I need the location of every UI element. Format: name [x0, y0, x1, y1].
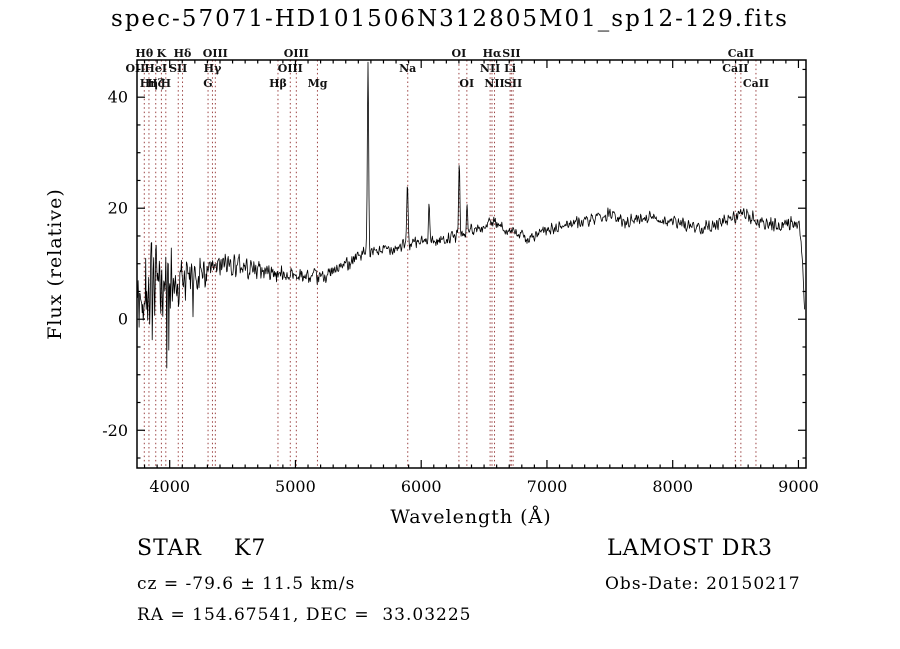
- spectral-line-label: Hγ: [204, 62, 222, 75]
- axis-tick-label: 20: [108, 199, 128, 218]
- spectral-line-label: NII: [480, 62, 500, 75]
- figure-title: spec-57071-HD101506N312805M01_sp12-129.f…: [111, 6, 789, 32]
- spectral-line-label: Mg: [308, 77, 328, 90]
- survey-label: LAMOST DR3: [607, 536, 773, 561]
- axis-tick-label: 0: [118, 310, 128, 329]
- axis-tick-label: 9000: [778, 477, 819, 496]
- spectral-line-label: OIII: [278, 62, 303, 75]
- spectral-line-label: Hβ: [269, 77, 287, 90]
- spectral-line-label: Hζ: [147, 77, 164, 90]
- axis-tick-label: 4000: [149, 477, 190, 496]
- spectral-line-label: OIII: [203, 47, 228, 60]
- spectral-line-label: SII: [504, 77, 522, 90]
- classification-label: STAR K7: [137, 536, 267, 561]
- spectrum-trace: [137, 61, 805, 369]
- axis-tick-label: 6000: [401, 477, 442, 496]
- spectral-line-label: Li: [504, 62, 516, 75]
- axis-tick-label: 8000: [652, 477, 693, 496]
- axis-tick-label: 7000: [527, 477, 568, 496]
- spectral-line-label: CaII: [722, 62, 748, 75]
- spectral-line-label: OI: [459, 77, 474, 90]
- spectral-line-label: H: [161, 77, 171, 90]
- obs-date-label: Obs-Date: 20150217: [605, 574, 801, 594]
- x-axis-label: Wavelength (Å): [390, 506, 552, 528]
- spectral-line-label: SII: [502, 47, 520, 60]
- spectral-line-label: G: [203, 77, 212, 90]
- axis-tick-label: 5000: [275, 477, 316, 496]
- spectral-line-label: Hη: [140, 77, 158, 90]
- axis-tick-label: 40: [108, 88, 128, 107]
- coordinates-label: RA = 154.67541, DEC = 33.03225: [137, 605, 472, 625]
- spectral-line-label: CaII: [728, 47, 754, 60]
- spectral-line-label: NII: [484, 77, 504, 90]
- cz-velocity-label: cz = -79.6 ± 11.5 km/s: [137, 574, 356, 594]
- axis-tick-label: -20: [102, 421, 128, 440]
- spectral-line-label: OI: [452, 47, 467, 60]
- spectral-line-label: Hθ: [135, 47, 153, 60]
- spectral-line-label: SII: [169, 62, 187, 75]
- spectral-line-label: K: [157, 47, 167, 60]
- spectral-line-label: CaII: [743, 77, 769, 90]
- spectral-line-label: Hδ: [174, 47, 192, 60]
- spectral-line-label: OII: [125, 62, 145, 75]
- spectral-line-label: OIII: [284, 47, 309, 60]
- spectral-line-label: HeI: [144, 62, 167, 75]
- spectral-line-label: Hα: [483, 47, 502, 60]
- spectral-line-label: Na: [399, 62, 416, 75]
